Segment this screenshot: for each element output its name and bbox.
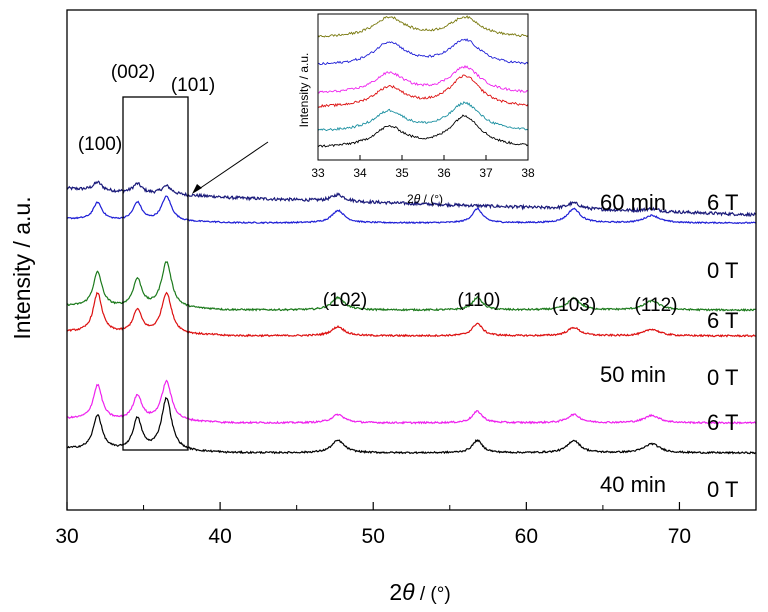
time-label: 60 min [600, 190, 666, 215]
inset-series-0 [317, 15, 529, 38]
inset-series-5 [317, 114, 529, 148]
inset-x-tick-label: 36 [437, 166, 451, 180]
xrd-series-5 [67, 396, 757, 455]
peak-label: (002) [111, 62, 155, 83]
field-label: 0 T [707, 477, 738, 502]
time-labels: 60 min 50 min 40 min [600, 190, 666, 497]
x-axis-title: 2θ / (°) [389, 579, 450, 605]
inset-series-4 [317, 101, 529, 132]
peak-label: (102) [323, 290, 367, 311]
inset-series-3 [317, 74, 529, 108]
inset-x-tick-label: 35 [395, 166, 409, 180]
x-tick-label: 70 [668, 525, 691, 548]
inset-series-1 [317, 38, 529, 66]
peak-label: (110) [458, 290, 501, 311]
peak-label: (101) [171, 75, 215, 96]
field-label: 6 T [707, 410, 738, 435]
field-label: 0 T [707, 258, 738, 283]
peak-labels: (100) (002) (101) (102) (110) (103) (112) [78, 62, 678, 316]
inset-x-tick-label: 34 [353, 166, 367, 180]
peak-label: (112) [635, 295, 678, 316]
inset-series-2 [317, 64, 529, 94]
xrd-series-1 [66, 195, 757, 225]
x-tick-label: 30 [55, 525, 78, 548]
inset-x-tick-label: 37 [479, 166, 493, 180]
zoom-arrow-line [195, 141, 269, 192]
inset-x-ticks: 33 34 35 36 37 38 [311, 155, 535, 180]
field-label: 6 T [707, 308, 738, 333]
field-labels: 6 T 0 T 6 T 0 T 6 T 0 T [707, 190, 738, 502]
x-tick-label: 50 [362, 525, 385, 548]
zoom-region-box [122, 96, 189, 451]
inset-curves [317, 15, 529, 148]
inset-y-axis-title: Intensity / a.u. [297, 53, 311, 128]
inset-background [318, 14, 528, 160]
xrd-series-3 [66, 291, 757, 338]
peak-label: (103) [552, 295, 596, 316]
zoom-arrow-head [192, 184, 202, 194]
peak-label: (100) [78, 134, 122, 155]
x-tick-label: 40 [208, 525, 231, 548]
inset-x-tick-label: 33 [311, 166, 325, 180]
x-tick-label: 60 [515, 525, 538, 548]
inset-frame [317, 13, 529, 161]
field-label: 6 T [707, 190, 738, 215]
x-axis-ticks: 30 40 50 60 70 [55, 502, 691, 548]
time-label: 50 min [600, 362, 666, 387]
time-label: 40 min [600, 472, 666, 497]
inset-plot: 33 34 35 36 37 38 Intensity / a.u. 2θ / (°) [297, 13, 535, 206]
inset-x-tick-label: 38 [521, 166, 535, 180]
inset-x-axis-title: 2θ / (°) [407, 192, 443, 206]
y-axis-title: Intensity / a.u. [9, 196, 35, 339]
field-label: 0 T [707, 365, 738, 390]
xrd-series-0 [66, 180, 757, 218]
xrd-series-2 [66, 261, 757, 312]
main-plot-frame [66, 9, 757, 511]
main-plot-curves [66, 180, 757, 455]
xrd-series-4 [66, 379, 757, 425]
